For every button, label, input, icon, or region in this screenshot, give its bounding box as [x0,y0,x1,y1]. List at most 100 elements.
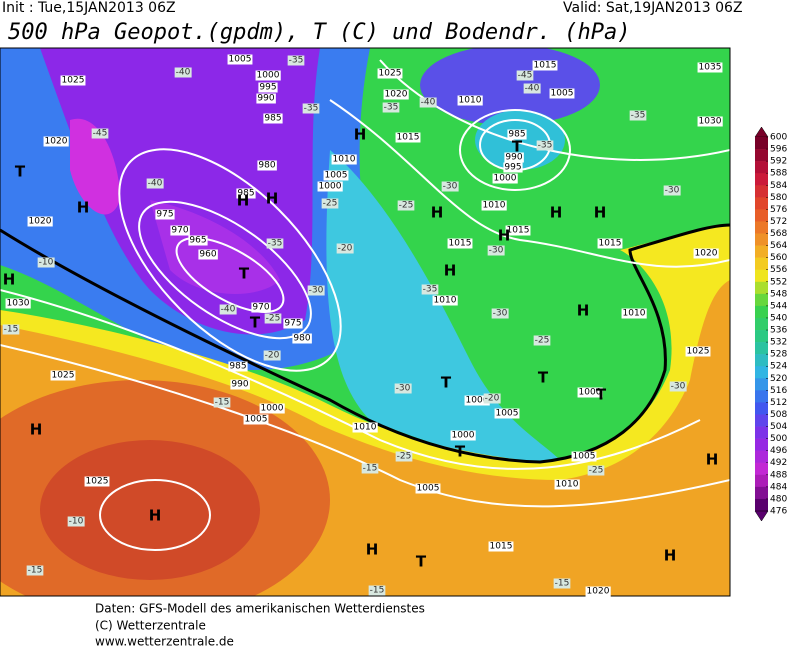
pressure-label: 1010 [434,296,457,306]
valid-time: Valid: Sat,19JAN2013 06Z [563,0,743,16]
pressure-label: 1005 [551,89,574,99]
high-marker: H [366,541,379,559]
pressure-label: 1000 [579,388,602,398]
pressure-label: 1035 [699,63,722,73]
colorbar-band [755,402,768,415]
colorbar-label: 512 [770,398,787,408]
low-marker: T [250,314,261,332]
pressure-label: 1025 [52,371,75,381]
pressure-label-box [228,361,248,372]
colorbar-label: 476 [770,507,787,517]
colorbar-band [755,498,768,512]
colorbar-label: 488 [770,470,787,480]
magenta-core [70,118,120,215]
pressure-label-box [697,116,723,127]
temperature-label: -40 [221,305,236,315]
temperature-label: -15 [215,398,230,408]
pressure-label-box [585,586,611,597]
colorbar-label: 524 [770,362,787,372]
colorbar-band [755,173,768,186]
temperature-label: -45 [93,129,108,139]
temperature-label: -40 [525,84,540,94]
title: 500 hPa Geopot.(gpdm), T (C) und Bodendr… [8,20,631,45]
colorbar-label: 564 [770,241,787,251]
pressure-label-box [292,333,312,344]
temperature-label: -45 [518,71,533,81]
temperature-label-box [533,335,551,346]
temperature-label-box [394,383,412,394]
low-marker: T [441,374,452,392]
pressure-label-box [571,451,597,462]
colorbar-label: 584 [770,181,787,191]
pressure-label: 1010 [556,480,579,490]
temperature-label-box [368,585,386,596]
pressure-label-box [532,60,558,71]
temperature-label-box [483,393,501,404]
colorbar-band [755,426,768,439]
colorbar-band [755,221,768,234]
pressure-label: 1010 [333,155,356,165]
ne-cyan [475,110,565,170]
pressure-label-box [450,430,476,441]
colorbar-label: 520 [770,374,787,384]
pressure-label: 965 [189,236,206,246]
pressure-label: 1005 [245,415,268,425]
pressure-label-box [494,408,520,419]
colorbar-band [755,330,768,343]
pressure-label: 985 [508,130,525,140]
temperature-label: -15 [363,464,378,474]
colorbar-label: 592 [770,157,787,167]
footer-line: (C) Wetterzentrale [95,619,206,633]
temperature-label-box [487,245,505,256]
colorbar-label: 576 [770,205,787,215]
pressure-label: 980 [258,161,275,171]
isobar [329,99,730,268]
low-marker: T [512,138,523,156]
temperature-label-box [536,140,554,151]
temperature-label: -35 [304,104,319,114]
pressure-label: 1015 [490,542,513,552]
temperature-label-box [419,97,437,108]
temperature-label-box [395,451,413,462]
pressure-label: 1025 [687,347,710,357]
pressure-label-box [227,54,253,65]
temperature-label: -30 [493,309,508,319]
high-marker: H [664,547,677,565]
pressure-label-box [503,162,523,173]
pressure-label: 1015 [449,239,472,249]
temperature-label: -25 [535,336,550,346]
colorbar-end [754,126,769,138]
colorbar-label: 596 [770,145,787,155]
colorbar-band [755,245,768,258]
pressure-label-box [447,238,473,249]
colorbar-band [755,474,768,488]
temperature-label: -20 [485,394,500,404]
temperature-label-box [336,243,354,254]
colorbar-label: 532 [770,338,787,348]
colorbar-band [755,197,768,210]
temperature-label: -25 [323,199,338,209]
pressure-label-box [505,225,531,236]
pressure-label: 1015 [534,61,557,71]
pressure-label-box [395,132,421,143]
colorbar-label: 484 [770,482,787,492]
pressure-label-box [263,113,283,124]
pressure-label: 1015 [507,226,530,236]
cyan-region [326,150,560,462]
pressure-label-box [257,160,277,171]
temperature-label-box [663,185,681,196]
high-marker: H [3,271,16,289]
temperature-label: -35 [268,239,283,249]
colorbar-band [755,462,768,476]
pressure-label-box [352,422,378,433]
pressure-label: 1010 [354,423,377,433]
pressure-label-box [198,249,218,260]
pressure-label: 985 [229,362,246,372]
colorbar-label: 544 [770,301,787,311]
low-marker: T [416,553,427,571]
high-marker: H [444,262,457,280]
colorbar-label: 560 [770,253,787,263]
pressure-label-box [155,209,175,220]
temperature-label-box [382,102,400,113]
temperature-label-box [263,350,281,361]
